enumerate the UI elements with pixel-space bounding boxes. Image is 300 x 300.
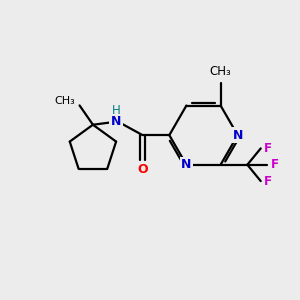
Text: F: F [264,175,272,188]
Text: CH₃: CH₃ [54,96,75,106]
Text: N: N [232,129,243,142]
Text: H: H [111,104,120,117]
Text: F: F [264,142,272,155]
Text: N: N [181,158,192,171]
Text: F: F [271,158,279,171]
Text: CH₃: CH₃ [210,65,232,79]
Text: N: N [111,115,121,128]
Text: O: O [137,164,148,176]
